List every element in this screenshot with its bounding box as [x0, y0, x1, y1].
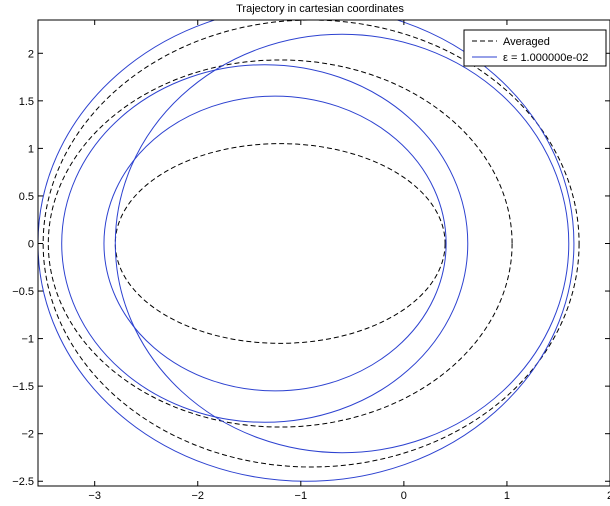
- legend-label-averaged: Averaged: [503, 36, 550, 48]
- legend: Averaged ε = 1.000000e-02: [463, 29, 607, 67]
- epsilon-trajectory-loop-0: [103, 95, 447, 392]
- x-tick-label: 1: [504, 490, 510, 502]
- chart-title: Trajectory in cartesian coordinates: [236, 3, 404, 15]
- y-tick-label: −2.5: [12, 476, 34, 488]
- y-tick-label: −0.5: [12, 286, 34, 298]
- y-axis: −2.5 −2 −1.5 −1 −0.5 0 0.5 1 1.5 2: [12, 48, 610, 488]
- axes-frame: [37, 19, 610, 487]
- x-tick-label: −1: [295, 490, 308, 502]
- y-tick-label: 1.5: [19, 96, 34, 108]
- y-tick-label: 2: [28, 48, 34, 60]
- y-tick-label: −1: [21, 334, 34, 346]
- epsilon-trajectory-loop-2: [38, 20, 575, 482]
- y-tick-label: 0: [28, 238, 34, 250]
- y-tick-label: 0.5: [19, 191, 34, 203]
- y-tick-label: −1.5: [12, 381, 34, 393]
- legend-box: [463, 29, 607, 67]
- averaged-trajectory-loop-0: [114, 143, 446, 344]
- plot-area: [38, 20, 580, 482]
- x-tick-label: −2: [191, 490, 204, 502]
- y-tick-label: −2: [21, 429, 34, 441]
- epsilon-trajectory-loop-3: [114, 33, 570, 454]
- averaged-trajectory-loop-1: [47, 59, 513, 428]
- epsilon-trajectory-loop-1: [61, 64, 469, 423]
- x-axis: −3 −2 −1 0 1 2: [88, 20, 610, 502]
- x-tick-label: 2: [607, 490, 610, 502]
- averaged-trajectory-loop-2: [42, 20, 580, 468]
- legend-label-epsilon: ε = 1.000000e-02: [503, 52, 588, 64]
- y-tick-label: 1: [28, 143, 34, 155]
- x-tick-label: 0: [401, 490, 407, 502]
- x-tick-label: −3: [88, 490, 101, 502]
